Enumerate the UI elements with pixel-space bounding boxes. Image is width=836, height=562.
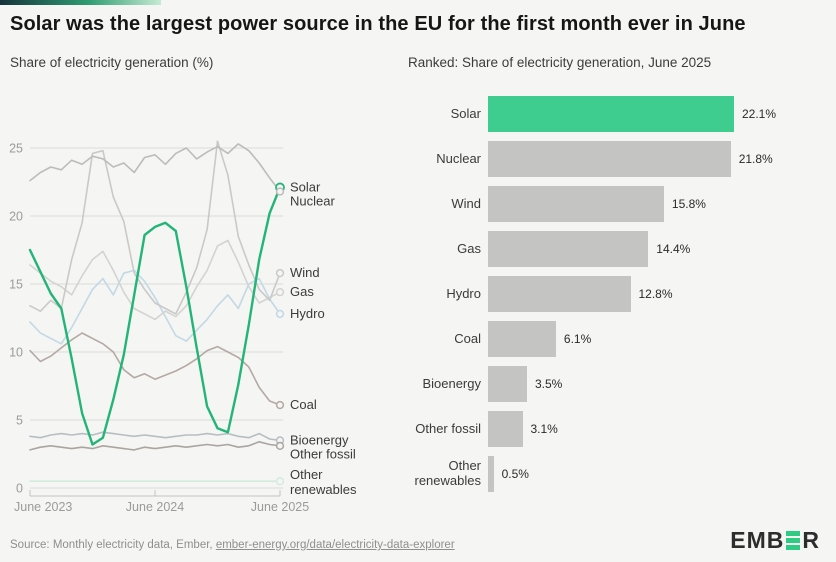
series-line-bioenergy xyxy=(29,431,281,442)
y-tick-label: 15 xyxy=(9,278,23,292)
accent-bar xyxy=(0,0,161,5)
bar-value-label: 3.1% xyxy=(530,422,558,436)
bar-row-other-renewables: Other renewables 0.5% xyxy=(400,456,836,492)
bar-bioenergy xyxy=(488,366,527,402)
bar-track: 21.8% xyxy=(488,141,836,177)
bar-value-label: 14.4% xyxy=(656,242,691,256)
bar-value-label: 12.8% xyxy=(638,287,673,301)
bar-value-label: 3.5% xyxy=(535,377,563,391)
bar-value-label: 15.8% xyxy=(671,197,706,211)
series-label-other-renewables: Other xyxy=(290,467,323,482)
source-link[interactable]: ember-energy.org/data/electricity-data-e… xyxy=(215,539,455,551)
series-label-wind: Wind xyxy=(290,265,320,280)
series-label-bioenergy: Bioenergy xyxy=(290,432,349,447)
y-tick-label: 0 xyxy=(16,482,23,496)
bar-category-label: Solar xyxy=(450,105,481,121)
series-line-hydro xyxy=(29,269,281,345)
bar-track: 6.1% xyxy=(488,321,836,357)
bar-category-label: Bioenergy xyxy=(422,375,481,391)
bar-row-bioenergy: Bioenergy 3.5% xyxy=(400,366,836,402)
series-end-marker-nuclear xyxy=(275,187,285,196)
bar-other-fossil xyxy=(488,411,523,447)
line-chart: 0 5 10 15 20 25 June 2023 June 2024 June 2025 Sol… xyxy=(9,140,357,514)
bar-value-label: 0.5% xyxy=(501,467,529,481)
y-tick-label: 25 xyxy=(9,142,23,156)
bar-gas xyxy=(488,231,649,267)
bar-row-wind: Wind 15.8% xyxy=(400,186,836,222)
series-end-marker-coal xyxy=(275,400,285,410)
series-label-other-renewables: renewables xyxy=(290,482,357,497)
bar-category-label: Wind xyxy=(451,195,481,211)
bar-row-gas: Gas 14.4% xyxy=(400,231,836,267)
series-end-marker-wind xyxy=(275,268,285,278)
bar-hydro xyxy=(488,276,631,312)
bar-solar xyxy=(488,96,734,132)
series-line-coal xyxy=(29,332,281,406)
bar-track: 0.5% xyxy=(488,456,836,492)
bar-wind xyxy=(488,186,664,222)
bar-row-other-fossil: Other fossil 3.1% xyxy=(400,411,836,447)
y-tick-label: 5 xyxy=(16,414,23,428)
bar-track: 14.4% xyxy=(488,231,836,267)
bar-category-label: Gas xyxy=(457,240,481,256)
bar-row-hydro: Hydro 12.8% xyxy=(400,276,836,312)
series-line-solar xyxy=(28,186,282,446)
x-tick-label: June 2024 xyxy=(126,500,184,514)
series-label-other-fossil: Other fossil xyxy=(290,446,356,461)
bar-coal xyxy=(488,321,556,357)
bar-track: 12.8% xyxy=(488,276,836,312)
bar-row-nuclear: Nuclear 21.8% xyxy=(400,141,836,177)
x-tick-label: June 2025 xyxy=(251,500,309,514)
page-title: Solar was the largest power source in th… xyxy=(10,13,746,35)
series-label-hydro: Hydro xyxy=(290,306,325,321)
series-label-gas: Gas xyxy=(290,284,314,299)
series-end-marker-other-fossil xyxy=(275,441,285,450)
series-end-marker-other-renewables xyxy=(275,477,285,486)
bar-track: 15.8% xyxy=(488,186,836,222)
y-tick-label: 10 xyxy=(9,346,23,360)
bar-track: 3.5% xyxy=(488,366,836,402)
line-chart-subtitle: Share of electricity generation (%) xyxy=(10,55,214,70)
y-tick-label: 20 xyxy=(9,210,23,224)
logo-text-r: R xyxy=(802,527,820,553)
bar-other-renewables xyxy=(488,456,494,492)
series-label-solar: Solar xyxy=(290,179,321,194)
bar-category-label: Nuclear xyxy=(436,150,481,166)
ember-logo: EMB R xyxy=(730,527,820,554)
bar-category-label: Other renewables xyxy=(414,458,482,488)
source-text: Source: Monthly electricity data, Ember, xyxy=(10,539,216,551)
bar-track: 3.1% xyxy=(488,411,836,447)
bar-row-solar: Solar 22.1% xyxy=(400,96,836,132)
x-tick-label: June 2023 xyxy=(14,500,72,514)
logo-triple-bar-e-icon xyxy=(786,531,801,550)
bar-chart-subtitle: Ranked: Share of electricity generation,… xyxy=(408,55,712,70)
bar-category-label: Other fossil xyxy=(415,420,481,436)
series-end-marker-hydro xyxy=(275,309,285,319)
bar-row-coal: Coal 6.1% xyxy=(400,321,836,357)
bar-category-label: Coal xyxy=(454,330,481,346)
bar-value-label: 6.1% xyxy=(563,332,592,346)
series-line-wind xyxy=(29,140,281,315)
bar-value-label: 22.1% xyxy=(742,107,777,121)
bar-category-label: Hydro xyxy=(446,285,481,301)
series-line-gas xyxy=(29,239,281,321)
bar-track: 22.1% xyxy=(488,96,836,132)
source-note: Source: Monthly electricity data, Ember,… xyxy=(10,539,455,551)
series-end-marker-gas xyxy=(275,288,285,297)
series-line-other-fossil xyxy=(29,440,281,451)
series-label-coal: Coal xyxy=(290,397,317,412)
bar-value-label: 21.8% xyxy=(738,152,773,166)
bar-nuclear xyxy=(488,141,731,177)
series-label-nuclear: Nuclear xyxy=(290,193,335,208)
bar-chart: Solar 22.1% Nuclear 21.8% Wind 15.8% Gas 14.4% H… xyxy=(400,96,836,501)
logo-text-emb: EMB xyxy=(730,527,785,553)
series-line-nuclear xyxy=(29,143,281,193)
